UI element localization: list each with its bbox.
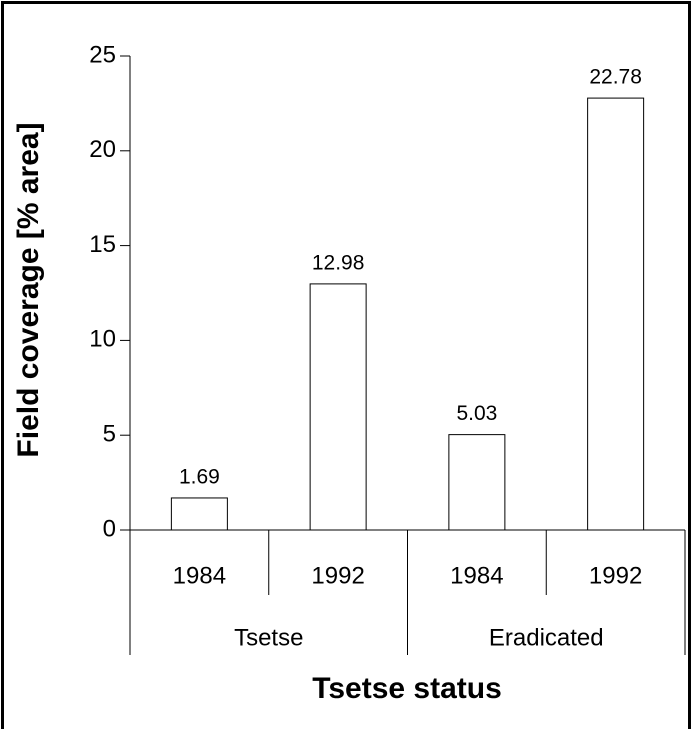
- bar: [448, 434, 506, 531]
- y-axis-title: Field coverage [% area]: [12, 122, 45, 457]
- bar: [170, 497, 228, 531]
- data-label: 1.69: [179, 466, 220, 489]
- x-tick-label: 1984: [173, 562, 226, 589]
- y-tick-label: 25: [89, 41, 116, 68]
- y-tick-label: 15: [89, 231, 116, 258]
- x-tick-label: 1992: [311, 562, 364, 589]
- y-tick-label: 0: [103, 515, 116, 542]
- data-label: 5.03: [456, 402, 497, 425]
- group-label: Tsetse: [234, 624, 303, 651]
- group-label: Eradicated: [489, 624, 604, 651]
- data-label: 12.98: [312, 251, 365, 274]
- x-axis-title: Tsetse status: [312, 672, 502, 705]
- bar: [587, 97, 645, 531]
- y-tick-label: 5: [103, 421, 116, 448]
- data-label: 22.78: [589, 66, 642, 89]
- y-tick-label: 10: [89, 326, 116, 353]
- x-tick-label: 1992: [589, 562, 642, 589]
- y-tick-label: 20: [89, 136, 116, 163]
- x-tick-label: 1984: [450, 562, 503, 589]
- bar: [309, 283, 367, 531]
